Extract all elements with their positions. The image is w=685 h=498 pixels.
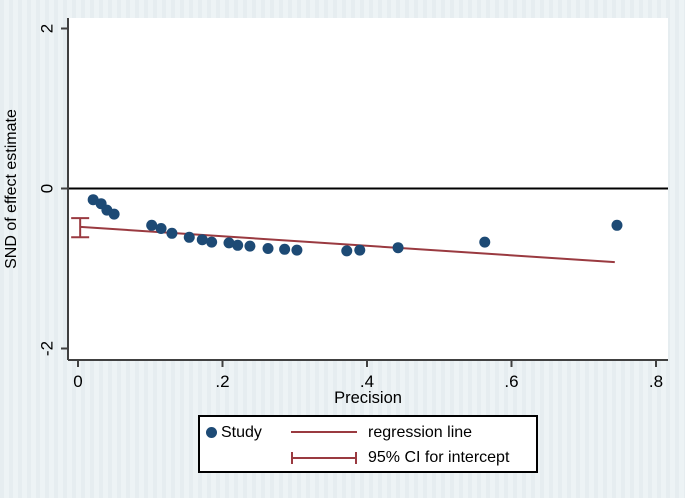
- legend-study-label: Study: [221, 424, 262, 441]
- y-tick-label: 0: [38, 184, 57, 193]
- data-point: [611, 219, 623, 231]
- data-point: [392, 242, 404, 254]
- x-tick-label: .2: [215, 372, 229, 391]
- data-point: [341, 245, 353, 257]
- data-point: [146, 219, 158, 231]
- y-axis-title: SND of effect estimate: [3, 109, 20, 269]
- data-point: [279, 243, 291, 255]
- y-tick-label: 2: [38, 24, 57, 33]
- x-tick-label: .6: [504, 372, 518, 391]
- data-point: [479, 236, 491, 248]
- data-point: [291, 244, 303, 256]
- data-point: [108, 208, 120, 220]
- legend-regression-label: regression line: [368, 424, 473, 441]
- data-point: [166, 227, 178, 239]
- x-tick-label: .8: [649, 372, 663, 391]
- data-point: [262, 243, 274, 254]
- data-point: [244, 240, 256, 252]
- ci-whisker-icon: [291, 451, 357, 465]
- legend: Study regression line 95% CI for interce…: [198, 415, 538, 473]
- data-point: [354, 244, 366, 256]
- regression-line-icon: [291, 431, 357, 433]
- data-point: [206, 236, 218, 248]
- data-point: [183, 231, 195, 243]
- data-point: [196, 234, 208, 246]
- data-point: [232, 239, 244, 251]
- y-tick-label: -2: [38, 341, 57, 356]
- x-tick-label: .4: [360, 372, 374, 391]
- legend-ci-label: 95% CI for intercept: [368, 449, 510, 466]
- data-point: [155, 223, 167, 234]
- x-axis-title: Precision: [334, 389, 402, 407]
- data-point: [223, 237, 235, 249]
- x-tick-label: 0: [73, 372, 82, 391]
- study-marker-icon: [206, 427, 217, 438]
